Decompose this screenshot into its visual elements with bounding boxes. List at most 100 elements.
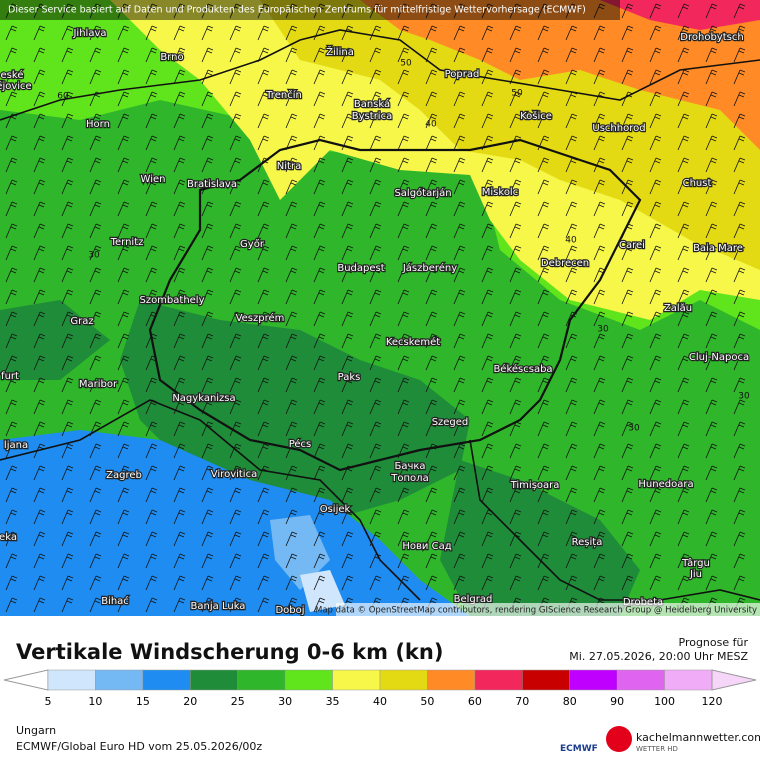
city-label: Žilina [326,45,354,58]
colorbar-cell [379,669,428,691]
city-label: Pécs [289,438,312,450]
city-label: Košice [520,110,552,122]
forecast-time: Mi. 27.05.2026, 20:00 Uhr MESZ [569,650,748,663]
colorbar-label: 60 [468,695,482,708]
contour-label: 60 [57,92,69,102]
city-label: Szeged [432,417,469,428]
city-label: Győr [240,238,265,250]
colorbar-low [3,669,49,691]
colorbar-cell [474,669,523,691]
colorbar: 5 10 15 20 25 30 35 40 50 60 70 80 90 100 120 [3,669,757,708]
colorbar-cell [237,669,286,691]
colorbar-cell [427,669,476,691]
city-label: Trenčín [265,89,302,101]
map: Dieser Service basiert auf Daten und Pro… [0,0,760,616]
city-label: Wien [141,174,166,185]
colorbar-label: 90 [610,695,624,708]
site-logo [606,726,632,752]
colorbar-label: 25 [231,695,245,708]
city-label: Бачка [394,461,425,472]
city-label: Veszprém [236,312,285,324]
colorbar-cell [47,669,96,691]
city-label: Reșița [572,537,603,548]
city-label: Miskolc [482,187,518,198]
colorbar-cell [616,669,665,691]
notice: Dieser Service basiert auf Daten und Pro… [8,5,586,16]
city-label: Cluj-Napoca [689,352,749,363]
city-label: Zagreb [106,470,142,481]
city-label: Zalău [664,303,692,314]
city-label: Jászberény [402,262,457,274]
city-label: Salgótarján [394,187,451,199]
contour-label: 30 [628,424,640,434]
colorbar-label: 10 [88,695,102,708]
model-run: ECMWF/Global Euro HD vom 25.05.2026/00z [16,740,263,753]
city-label: Uschhorod [592,123,645,134]
city-label: Jihlava [72,28,106,39]
city-label: Doboj [275,605,304,616]
colorbar-cell [95,669,144,691]
colorbar-label: 120 [702,695,723,708]
city-label: Bratislava [187,179,237,190]
city-label: Budapest [337,263,384,274]
contour-label: 50 [511,89,523,99]
city-label: Békéscsaba [493,363,552,375]
city-label: ějovice [0,80,32,92]
city-label: Timișoara [510,480,560,491]
contour-label: 30 [597,325,609,335]
title: Vertikale Windscherung 0-6 km (kn) [16,640,444,664]
city-label: Graz [70,316,93,327]
city-label: eka [0,532,17,543]
ecmwf-logo: ECMWF [560,744,598,754]
city-label: eské [1,69,24,81]
colorbar-label: 20 [183,695,197,708]
contour-label: 30 [88,251,100,261]
colorbar-cell [332,669,381,691]
colorbar-label: 5 [45,695,52,708]
colorbar-cell [142,669,191,691]
city-label: Poprad [445,69,480,80]
site: kachelmannwetter.com [636,731,760,744]
colorbar-cell [522,669,570,691]
city-label: Нови Сад [402,541,451,552]
colorbar-label: 80 [563,695,577,708]
city-label: Osijek [320,504,351,515]
colorbar-label: 70 [515,695,529,708]
contour-label: 30 [738,392,750,402]
colorbar-label: 15 [136,695,150,708]
city-label: Târgu [681,557,710,569]
city-label: Banja Luka [191,601,246,612]
site-sub: WETTER HD [636,745,678,753]
city-label: Bihać [101,595,129,607]
city-label: Debrecen [541,258,589,269]
city-label: Топола [390,473,428,484]
city-label: Nitra [277,161,301,172]
colorbar-label: 50 [420,695,434,708]
city-label: Belgrad [454,594,493,605]
colorbar-label: 40 [373,695,387,708]
colorbar-high [711,669,757,691]
forecast-label: Prognose für [678,636,749,649]
city-label: Hunedoara [638,479,693,490]
contour-label: 50 [400,59,412,69]
city-label: Brno [160,52,183,63]
city-label: Bystrica [352,111,392,122]
colorbar-cell [190,669,238,691]
city-label: Virovitica [211,469,257,480]
region: Ungarn [16,724,57,737]
colorbar-label: 30 [278,695,292,708]
city-label: Ternitz [110,237,144,248]
colorbar-label: 100 [654,695,675,708]
city-label: Chust [683,178,712,189]
city-label: Jiu [689,569,702,580]
city-label: Maribor [79,379,118,390]
city-label: Horn [86,119,110,130]
attribution: Map data © OpenStreetMap contributors, r… [315,606,757,616]
city-label: Paks [338,372,361,383]
city-label: furt [1,371,19,382]
city-label: Szombathely [139,295,204,306]
colorbar-cell [664,669,713,691]
city-label: Banská [354,98,390,110]
contour-label: 40 [565,236,577,246]
